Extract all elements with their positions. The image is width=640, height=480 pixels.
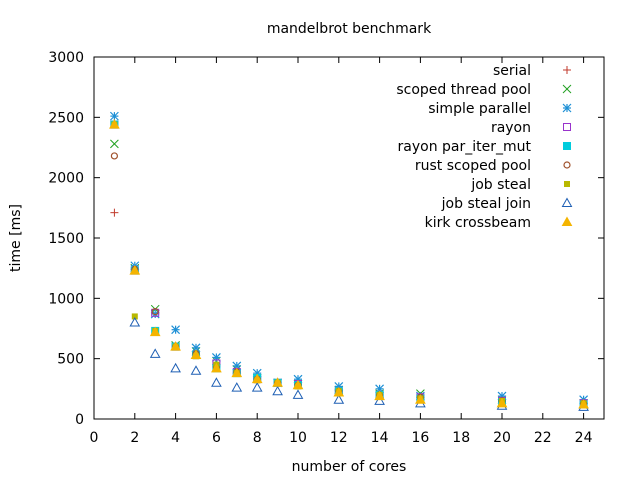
data-point [170, 362, 181, 373]
data-point [292, 389, 304, 399]
data-point [272, 385, 283, 396]
data-marks [109, 111, 589, 411]
legend-label: job steal join [441, 196, 531, 212]
x-tick-label: 10 [289, 430, 307, 446]
legend-marker [563, 161, 571, 169]
data-point [149, 348, 161, 358]
legend-label: rayon par_iter_mut [398, 139, 532, 155]
data-point [129, 316, 141, 327]
y-tick-label: 0 [75, 412, 84, 428]
legend-label: scoped thread pool [396, 82, 531, 98]
data-point [191, 343, 201, 353]
legend-label: serial [493, 63, 531, 79]
series-kirk-crossbeam [109, 119, 589, 409]
legend-marker [563, 142, 571, 150]
y-tick-label: 1500 [48, 231, 84, 247]
chart-title: mandelbrot benchmark [267, 21, 432, 37]
data-point [151, 308, 160, 317]
legend-label: job steal [470, 177, 531, 193]
x-tick-label: 14 [371, 430, 389, 446]
data-point [496, 397, 508, 408]
legend-label: simple parallel [428, 101, 531, 117]
data-point [109, 111, 119, 121]
data-point [272, 377, 283, 387]
x-tick-label: 8 [253, 430, 262, 446]
legend: serial scoped thread pool simple parallel r… [396, 63, 573, 231]
data-point [171, 325, 181, 335]
data-point [211, 377, 222, 387]
data-point [374, 390, 385, 401]
x-tick-label: 18 [452, 430, 470, 446]
data-point [110, 139, 119, 149]
data-point [333, 394, 345, 404]
legend-marker [562, 84, 572, 94]
data-point [333, 386, 345, 397]
legend-marker [563, 66, 571, 74]
data-point [190, 365, 202, 375]
x-tick-label: 22 [534, 430, 552, 446]
x-tick-label: 16 [411, 430, 429, 446]
data-point [374, 395, 385, 405]
x-tick-label: 20 [493, 430, 511, 446]
data-point [149, 326, 161, 337]
legend-marker [561, 197, 573, 207]
data-point [170, 341, 181, 351]
series-simple-parallel [109, 111, 589, 405]
y-tick-label: 2000 [48, 171, 84, 187]
x-tick-label: 4 [171, 430, 180, 446]
series-job-steal-join [129, 316, 589, 411]
x-tick-label: 6 [212, 430, 221, 446]
x-tick-label: 2 [130, 430, 139, 446]
data-point [292, 379, 304, 390]
series-serial [110, 208, 119, 217]
y-axis-label: time [ms] [8, 204, 24, 272]
axes: 0 2 4 6 8 10 12 14 16 18 20 22 240500100015002000250… [48, 50, 604, 446]
data-point [251, 382, 263, 392]
legend-marker [561, 216, 573, 226]
data-point [151, 308, 159, 316]
data-point [190, 349, 202, 360]
data-point [211, 362, 222, 373]
legend-marker [564, 181, 570, 187]
x-axis-label: number of cores [292, 459, 407, 475]
data-point [231, 367, 243, 378]
data-point [578, 399, 589, 409]
legend-marker [562, 103, 572, 113]
data-point [251, 373, 263, 384]
data-point [415, 394, 426, 404]
data-point [110, 152, 119, 160]
x-tick-label: 0 [90, 430, 99, 446]
data-point [129, 265, 141, 275]
y-tick-label: 500 [57, 352, 84, 368]
data-point [109, 119, 120, 129]
legend-label: rust scoped pool [415, 158, 531, 174]
x-tick-label: 12 [330, 430, 348, 446]
legend-marker [563, 123, 571, 131]
y-tick-label: 2500 [48, 110, 84, 126]
legend-label: kirk crossbeam [425, 215, 531, 231]
y-tick-label: 1000 [48, 291, 84, 307]
data-point [231, 382, 243, 392]
y-tick-label: 3000 [48, 50, 84, 66]
data-point [110, 208, 119, 217]
x-tick-label: 24 [575, 430, 593, 446]
legend-label: rayon [491, 120, 531, 136]
